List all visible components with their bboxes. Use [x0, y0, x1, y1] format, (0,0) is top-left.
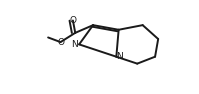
Text: N: N	[71, 40, 78, 49]
Text: O: O	[57, 38, 64, 47]
Text: N: N	[116, 52, 123, 61]
Text: O: O	[69, 16, 76, 25]
